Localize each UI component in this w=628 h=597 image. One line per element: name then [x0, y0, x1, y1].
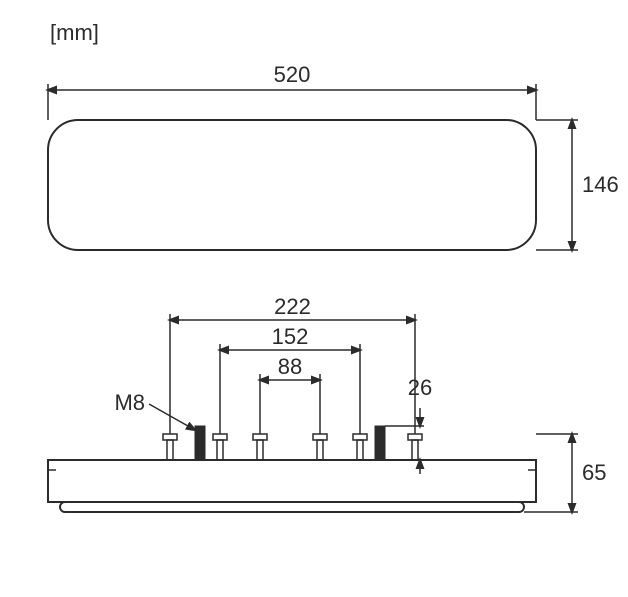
- bolt-head: [408, 434, 422, 440]
- side-lens: [60, 502, 524, 512]
- unit-label: [mm]: [50, 20, 99, 45]
- dim-146: 146: [582, 172, 619, 197]
- mounting-post: [375, 426, 385, 460]
- front-outline: [48, 120, 536, 250]
- bolt: [317, 440, 323, 460]
- dim-m8: M8: [114, 390, 145, 415]
- bolt-head: [353, 434, 367, 440]
- bolt-head: [213, 434, 227, 440]
- dim-26: 26: [408, 375, 432, 400]
- drawing-root: [mm] 520 146 222 152 88 M8 26 65: [48, 20, 619, 512]
- bolt: [357, 440, 363, 460]
- bolt-head: [313, 434, 327, 440]
- dim-65: 65: [582, 460, 606, 485]
- bolt: [412, 440, 418, 460]
- mounting-post: [195, 426, 205, 460]
- dim-88: 88: [278, 354, 302, 379]
- bolt: [167, 440, 173, 460]
- bolt-head: [163, 434, 177, 440]
- dim-222: 222: [274, 294, 311, 319]
- side-body: [48, 460, 536, 502]
- technical-drawing: [mm] 520 146 222 152 88 M8 26 65: [0, 0, 628, 592]
- bolt-head: [253, 434, 267, 440]
- bolt: [257, 440, 263, 460]
- bolt: [217, 440, 223, 460]
- dim-520: 520: [274, 62, 311, 87]
- dim-152: 152: [272, 324, 309, 349]
